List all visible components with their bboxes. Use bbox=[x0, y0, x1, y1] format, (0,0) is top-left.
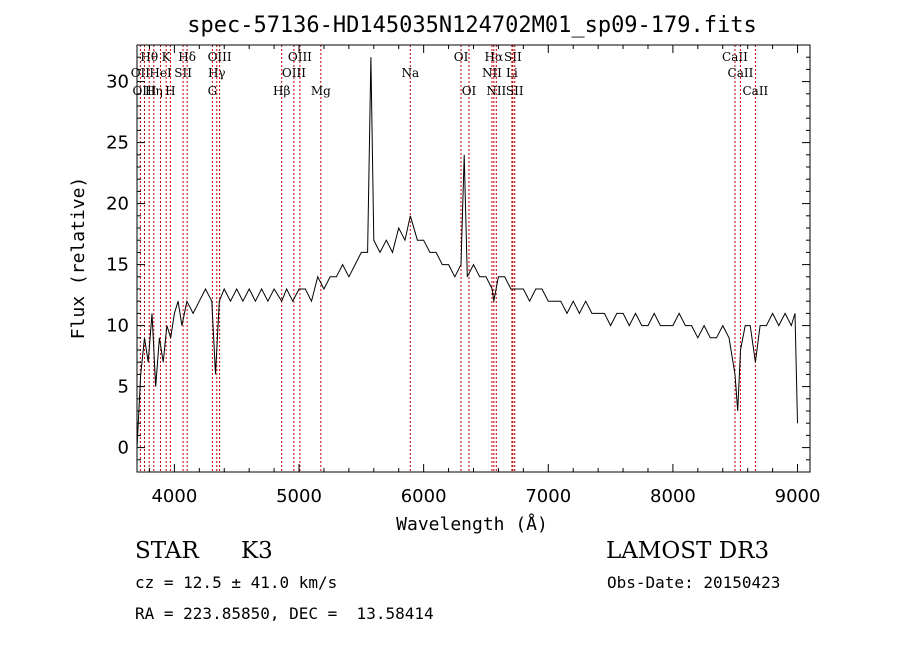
redshift-cz: cz = 12.5 ± 41.0 km/s bbox=[135, 573, 338, 592]
line-marker-label-0: Hθ bbox=[140, 50, 158, 64]
obs-date: Obs-Date: 20150423 bbox=[607, 573, 781, 592]
line-marker-label-17: OI bbox=[454, 50, 469, 64]
line-marker-label-25: CaII bbox=[722, 50, 748, 64]
line-marker-label-23: Li bbox=[506, 66, 518, 80]
line-marker-label-12: Hβ bbox=[273, 84, 290, 98]
spectrum-line bbox=[136, 57, 798, 448]
line-marker-label-6: H bbox=[165, 84, 175, 98]
line-marker-label-3: Hη bbox=[145, 84, 163, 98]
line-marker-label-19: NII bbox=[482, 66, 502, 80]
y-axis-ticks: 0 5 10 15 20 25 30 bbox=[106, 56, 810, 461]
line-marker-label-20: Hα bbox=[485, 50, 504, 64]
object-class: STAR bbox=[135, 538, 199, 564]
line-marker-label-9: G bbox=[208, 84, 218, 98]
line-marker-label-11: OIII bbox=[208, 50, 232, 64]
x-tick-label-7000: 7000 bbox=[525, 486, 571, 507]
y-tick-label-0: 0 bbox=[118, 438, 129, 459]
y-tick-label-15: 15 bbox=[106, 255, 129, 276]
y-tick-label-5: 5 bbox=[118, 377, 129, 398]
line-marker-label-2: OIII bbox=[132, 84, 156, 98]
y-tick-label-30: 30 bbox=[106, 72, 129, 93]
y-tick-label-25: 25 bbox=[106, 133, 129, 154]
line-marker-label-4: HeI bbox=[149, 66, 172, 80]
line-markers: HθOIIOIIIHηHeIKHSIIHδGHγOIIIHβOIIIOIIIMg… bbox=[131, 45, 769, 472]
line-marker-label-1: OII bbox=[131, 66, 151, 80]
line-marker-label-16: Na bbox=[401, 66, 419, 80]
chart-title: spec-57136-HD145035N124702M01_sp09-179.f… bbox=[187, 13, 757, 38]
line-marker-label-10: Hγ bbox=[208, 66, 226, 80]
line-marker-label-5: K bbox=[162, 50, 172, 64]
x-tick-label-4000: 4000 bbox=[151, 486, 197, 507]
line-marker-label-15: Mg bbox=[311, 84, 331, 98]
line-marker-label-13: OIII bbox=[282, 66, 306, 80]
survey-label: LAMOST DR3 bbox=[606, 538, 770, 564]
line-marker-label-27: CaII bbox=[742, 84, 768, 98]
line-marker-label-14: OIII bbox=[288, 50, 312, 64]
x-tick-label-5000: 5000 bbox=[276, 486, 322, 507]
object-subclass: K3 bbox=[241, 538, 273, 564]
coordinates: RA = 223.85850, DEC = 13.58414 bbox=[135, 604, 434, 623]
line-marker-label-24: SII bbox=[506, 84, 524, 98]
line-marker-label-21: NII bbox=[486, 84, 506, 98]
y-tick-label-10: 10 bbox=[106, 316, 129, 337]
line-marker-label-7: SII bbox=[174, 66, 192, 80]
x-tick-label-9000: 9000 bbox=[775, 486, 821, 507]
line-marker-label-8: Hδ bbox=[178, 50, 196, 64]
x-tick-label-6000: 6000 bbox=[401, 486, 447, 507]
x-axis-label: Wavelength (Å) bbox=[396, 513, 548, 535]
spectrum-series bbox=[136, 57, 798, 448]
line-marker-label-22: SII bbox=[504, 50, 522, 64]
x-tick-label-8000: 8000 bbox=[650, 486, 696, 507]
x-axis-ticks: 4000 5000 6000 7000 8000 9000 bbox=[148, 45, 821, 507]
y-tick-label-20: 20 bbox=[106, 194, 129, 215]
line-marker-label-26: CaII bbox=[728, 66, 754, 80]
line-marker-label-18: OI bbox=[462, 84, 477, 98]
y-axis-label: Flux (relative) bbox=[68, 177, 89, 340]
plot-frame bbox=[136, 44, 811, 473]
